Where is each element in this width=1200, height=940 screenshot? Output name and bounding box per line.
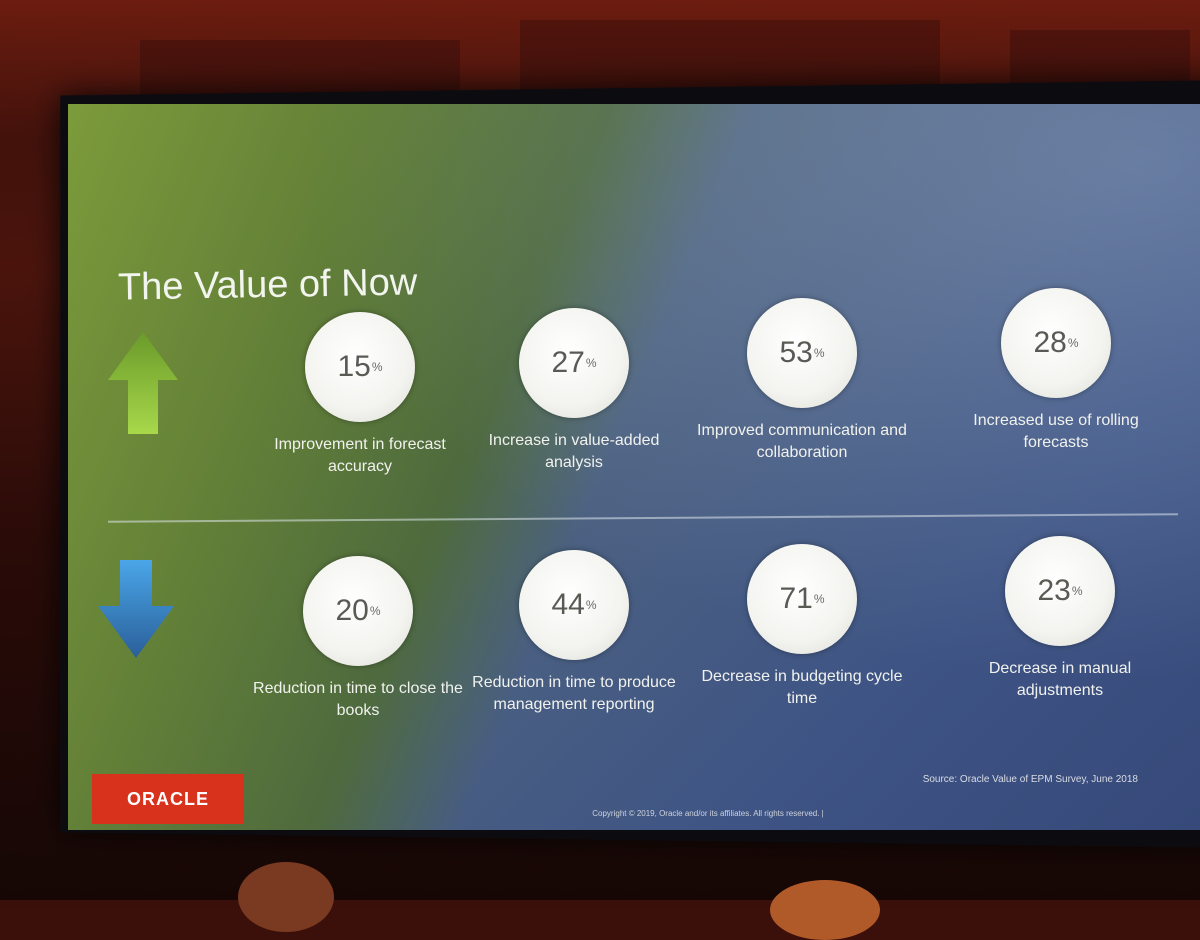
stat-close-books: 20% Reduction in time to close the books: [248, 556, 468, 722]
stat-label: Increased use of rolling forecasts: [973, 412, 1139, 451]
stat-label: Decrease in budgeting cycle time: [701, 668, 903, 707]
stat-value: 23: [1037, 574, 1071, 607]
stat-unit: %: [813, 346, 825, 360]
stat-circle: 53%: [747, 298, 857, 408]
stat-communication: 53% Improved communication and collabora…: [692, 298, 912, 464]
stat-unit: %: [585, 356, 597, 370]
up-arrow-icon: [108, 332, 178, 434]
slide-title: The Value of Now: [117, 261, 418, 309]
stat-unit: %: [585, 598, 597, 612]
source-note: Source: Oracle Value of EPM Survey, June…: [922, 774, 1138, 785]
stat-budgeting-cycle: 71% Decrease in budgeting cycle time: [692, 544, 912, 710]
stat-circle: 28%: [1001, 288, 1111, 398]
stat-circle: 23%: [1005, 536, 1115, 646]
stat-value: 27: [551, 346, 585, 379]
audience-head: [238, 862, 334, 932]
stat-value: 15: [337, 350, 371, 383]
stat-circle: 27%: [519, 308, 629, 418]
stat-rolling-forecasts: 28% Increased use of rolling forecasts: [946, 288, 1166, 454]
stat-label: Reduction in time to produce management …: [472, 674, 676, 713]
stat-unit: %: [1071, 584, 1083, 598]
stat-value: 44: [551, 588, 585, 621]
stat-management-reporting: 44% Reduction in time to produce managem…: [464, 550, 684, 716]
stat-label: Increase in value-added analysis: [488, 432, 660, 471]
stat-value: 53: [779, 336, 813, 369]
stat-label: Improved communication and collaboration: [697, 422, 907, 461]
projector-glare: [68, 104, 1200, 830]
down-arrow-icon: [98, 560, 174, 658]
stat-value: 71: [779, 582, 813, 615]
audience-head: [770, 880, 880, 940]
stat-unit: %: [813, 592, 825, 606]
stat-circle: 44%: [519, 550, 629, 660]
copyright-note: Copyright © 2019, Oracle and/or its affi…: [592, 809, 824, 818]
stat-circle: 15%: [305, 312, 415, 422]
stat-value-added-analysis: 27% Increase in value-added analysis: [464, 308, 684, 474]
presentation-slide: The Value of Now 15% Improvement in fore…: [68, 104, 1200, 830]
stat-value: 20: [335, 594, 369, 627]
stat-unit: %: [371, 360, 383, 374]
stat-unit: %: [369, 604, 381, 618]
stat-value: 28: [1033, 326, 1067, 359]
stat-forecast-accuracy: 15% Improvement in forecast accuracy: [250, 312, 470, 478]
stat-unit: %: [1067, 336, 1079, 350]
stat-circle: 71%: [747, 544, 857, 654]
stat-manual-adjustments: 23% Decrease in manual adjustments: [950, 536, 1170, 702]
stat-circle: 20%: [303, 556, 413, 666]
stat-label: Improvement in forecast accuracy: [274, 436, 446, 475]
stat-label: Decrease in manual adjustments: [988, 660, 1132, 699]
stat-label: Reduction in time to close the books: [253, 680, 463, 719]
oracle-logo: ORACLE: [92, 774, 244, 824]
